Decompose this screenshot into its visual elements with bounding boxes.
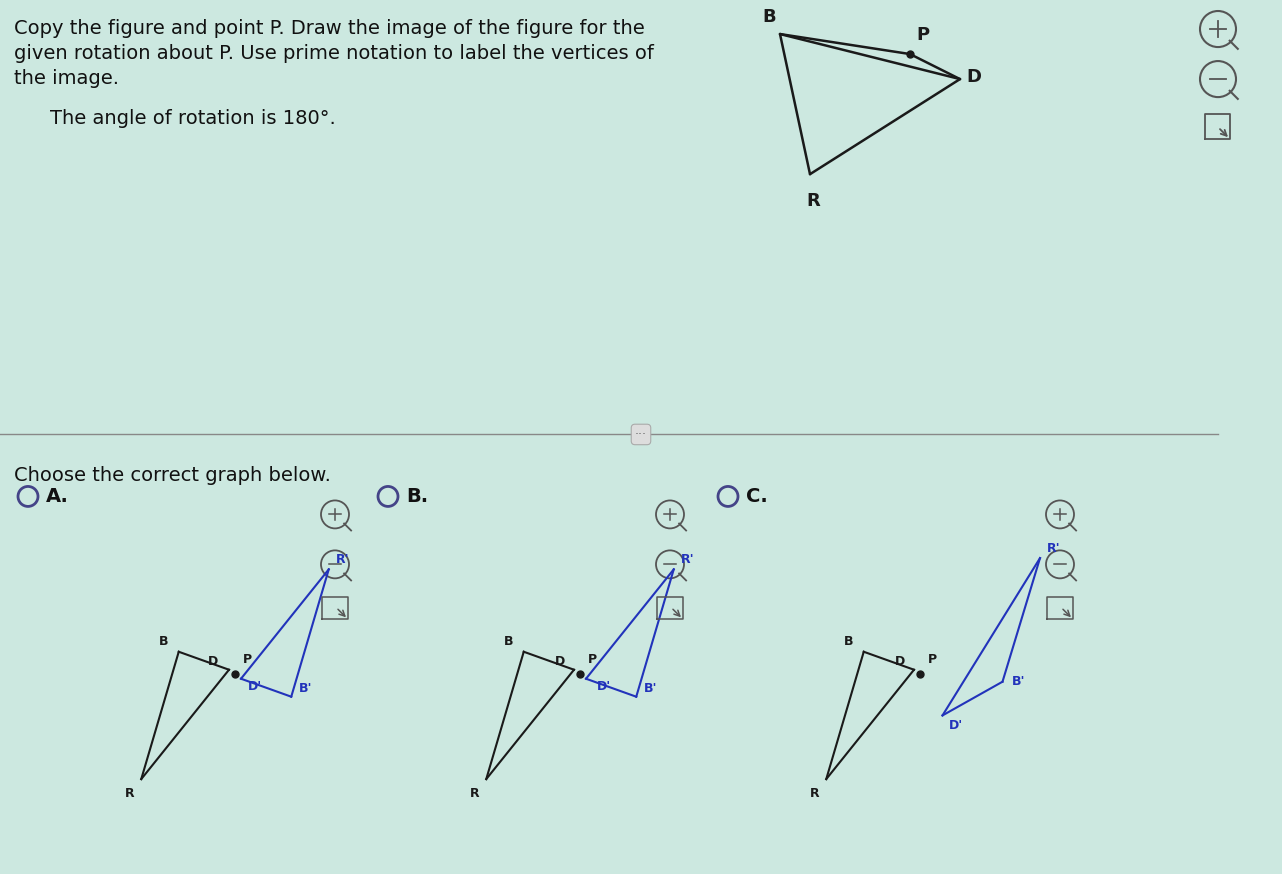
Text: R': R' <box>336 553 350 565</box>
Text: the image.: the image. <box>14 69 119 88</box>
Text: Copy the figure and point P. Draw the image of the figure for the: Copy the figure and point P. Draw the im… <box>14 19 645 38</box>
Text: C.: C. <box>746 487 768 506</box>
Text: given rotation about P. Use prime notation to label the vertices of: given rotation about P. Use prime notati… <box>14 44 654 63</box>
Text: B': B' <box>644 683 656 695</box>
Text: D: D <box>208 656 218 669</box>
Text: Choose the correct graph below.: Choose the correct graph below. <box>14 467 331 485</box>
Text: B.: B. <box>406 487 428 506</box>
Text: R: R <box>809 787 819 800</box>
Text: D: D <box>555 656 565 669</box>
Text: P: P <box>928 653 937 666</box>
Text: B: B <box>762 8 776 26</box>
Text: ···: ··· <box>635 428 647 441</box>
Text: P: P <box>917 26 929 44</box>
Text: B: B <box>159 635 168 649</box>
Text: R: R <box>469 787 479 800</box>
Text: R': R' <box>1047 542 1060 555</box>
Text: A.: A. <box>46 487 69 506</box>
Text: R: R <box>806 192 819 211</box>
Text: R': R' <box>681 553 695 565</box>
Text: B: B <box>844 635 854 649</box>
Text: B': B' <box>299 683 312 695</box>
Text: The angle of rotation is 180°.: The angle of rotation is 180°. <box>50 109 336 128</box>
Text: D': D' <box>247 680 262 693</box>
Text: R: R <box>124 787 135 800</box>
Text: D': D' <box>950 719 964 732</box>
Text: D': D' <box>597 680 612 693</box>
Text: D: D <box>967 68 981 86</box>
Text: B': B' <box>1011 676 1026 688</box>
Text: B: B <box>504 635 514 649</box>
Text: P: P <box>588 653 597 666</box>
Text: P: P <box>244 653 253 666</box>
Text: D: D <box>895 656 905 669</box>
